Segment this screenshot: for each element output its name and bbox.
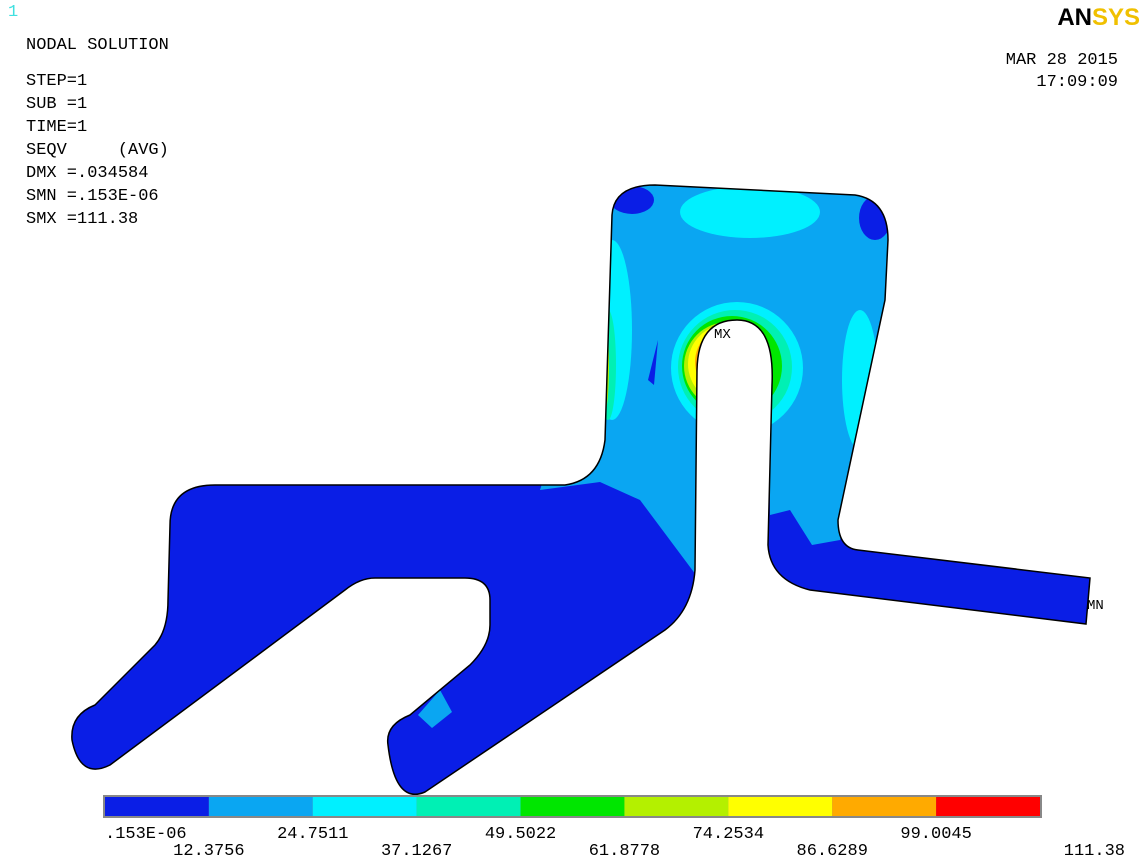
header-line: STEP=1: [26, 72, 87, 91]
legend-band: [209, 797, 313, 816]
legend-label: 37.1267: [381, 842, 452, 860]
header-line: SUB =1: [26, 95, 87, 114]
legend-label: 99.0045: [900, 825, 971, 844]
header-line: TIME=1: [26, 118, 87, 137]
legend: .153E-0612.375624.751137.126749.502261.8…: [103, 795, 1125, 860]
time: 17:09:09: [1036, 73, 1118, 92]
max-marker: MX: [714, 327, 731, 343]
legend-band: [521, 797, 625, 816]
legend-label: 74.2534: [693, 825, 764, 844]
header-line: SMN =.153E-06: [26, 187, 159, 206]
legend-label: 12.3756: [173, 842, 244, 860]
header-line: DMX =.034584: [26, 164, 148, 183]
legend-label: 111.38: [1064, 842, 1125, 860]
legend-band: [832, 797, 936, 816]
header-line: SEQV (AVG): [26, 141, 169, 160]
ansys-viewport: 1 ANSYS NODAL SOLUTION STEP=1 SUB =1 TIME=…: [0, 0, 1144, 860]
legend-band: [728, 797, 832, 816]
legend-label: 61.8778: [589, 842, 660, 860]
legend-label: 86.6289: [797, 842, 868, 860]
plot-title: NODAL SOLUTION: [26, 36, 169, 55]
contour-plot: [0, 0, 1144, 860]
legend-band: [313, 797, 417, 816]
legend-label: 49.5022: [485, 825, 556, 844]
logo: ANSYS: [1057, 4, 1140, 31]
legend-band: [105, 797, 209, 816]
legend-band: [936, 797, 1040, 816]
legend-band: [417, 797, 521, 816]
legend-band: [624, 797, 728, 816]
min-marker: MN: [1087, 598, 1104, 614]
legend-label: 24.7511: [277, 825, 348, 844]
header-lines: STEP=1 SUB =1 TIME=1 SEQV (AVG) DMX =.034584…: [26, 72, 169, 229]
date: MAR 28 2015: [1006, 51, 1118, 70]
window-number: 1: [8, 3, 18, 22]
header-line: SMX =111.38: [26, 210, 138, 229]
